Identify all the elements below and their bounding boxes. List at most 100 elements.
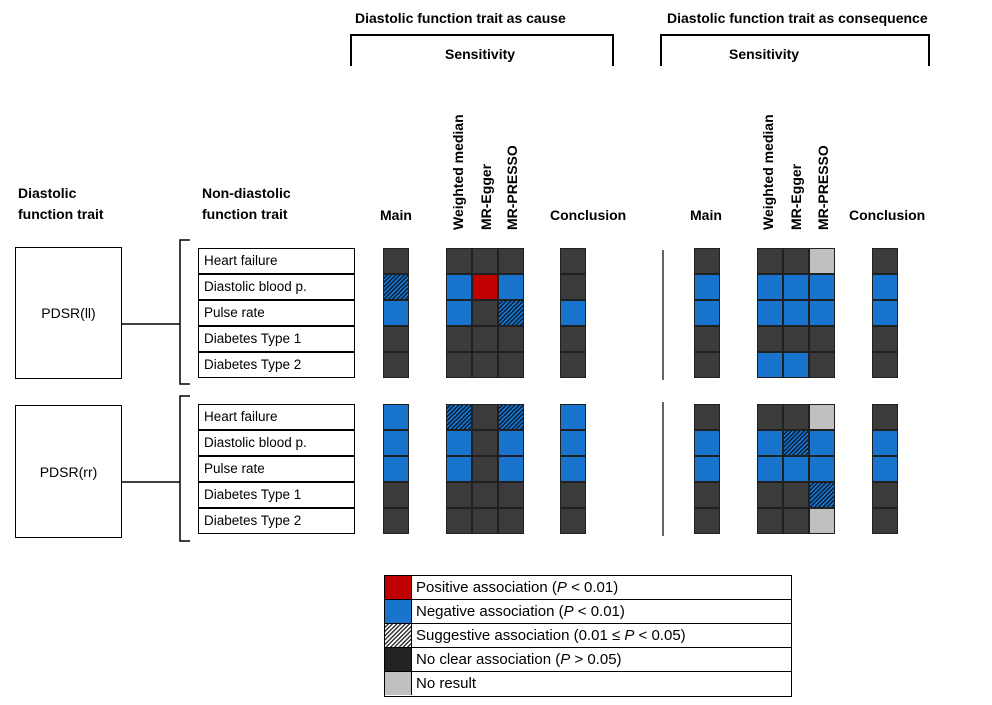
- legend-item-nores: No result: [385, 672, 791, 696]
- legend-item-neg: Negative association (P < 0.01): [385, 600, 791, 624]
- cell-cause-4: [560, 508, 586, 534]
- nondiastolic-trait-header: Non-diastolic function trait: [202, 185, 291, 222]
- cell-cause-2: [472, 430, 498, 456]
- cell-consequence-4: [872, 404, 898, 430]
- legend-label: Positive association (P < 0.01): [416, 579, 619, 596]
- cell-cause-3: [498, 326, 524, 352]
- col-conclusion-cause: Conclusion: [550, 207, 627, 223]
- cell-cause-0: [383, 326, 409, 352]
- cell-cause-1: [446, 482, 472, 508]
- cell-consequence-2: [783, 482, 809, 508]
- cell-consequence-1: [757, 456, 783, 482]
- cell-consequence-0: [694, 430, 720, 456]
- cell-consequence-3: [809, 430, 835, 456]
- cell-consequence-3: [809, 352, 835, 378]
- cell-cause-2: [472, 352, 498, 378]
- col-mr-presso-consequence: MR-PRESSO: [815, 145, 831, 230]
- cell-consequence-2: [783, 248, 809, 274]
- legend-item-none: No clear association (P > 0.05): [385, 648, 791, 672]
- col-weighted-median-cause: Weighted median: [450, 114, 466, 230]
- cell-cause-3: [498, 300, 524, 326]
- cell-consequence-1: [757, 430, 783, 456]
- legend-item-sug: Suggestive association (0.01 ≤ P < 0.05): [385, 624, 791, 648]
- cell-consequence-1: [757, 352, 783, 378]
- cell-cause-1: [446, 404, 472, 430]
- cell-consequence-4: [872, 326, 898, 352]
- col-main-cause: Main: [380, 207, 412, 223]
- cell-cause-1: [446, 248, 472, 274]
- cell-consequence-3: [809, 300, 835, 326]
- legend: Positive association (P < 0.01) Negative …: [384, 575, 792, 697]
- cell-cause-0: [383, 456, 409, 482]
- cell-consequence-1: [757, 404, 783, 430]
- cell-cause-3: [498, 274, 524, 300]
- cell-cause-4: [560, 352, 586, 378]
- cell-cause-3: [498, 404, 524, 430]
- cell-cause-4: [560, 274, 586, 300]
- outcome-label: Diabetes Type 2: [198, 352, 355, 378]
- cell-cause-3: [498, 482, 524, 508]
- cell-consequence-3: [809, 326, 835, 352]
- cell-cause-4: [560, 404, 586, 430]
- header-brackets: [121, 34, 930, 542]
- col-conclusion-consequence: Conclusion: [849, 207, 926, 223]
- legend-swatch: [385, 672, 412, 695]
- cell-cause-0: [383, 508, 409, 534]
- col-mr-egger-consequence: MR-Egger: [788, 163, 804, 230]
- cell-cause-4: [560, 300, 586, 326]
- col-mr-egger-cause: MR-Egger: [478, 163, 494, 230]
- cell-consequence-1: [757, 508, 783, 534]
- col-weighted-median-consequence: Weighted median: [760, 114, 776, 230]
- cell-cause-2: [472, 508, 498, 534]
- outcome-label: Heart failure: [198, 248, 355, 274]
- cell-consequence-4: [872, 482, 898, 508]
- cell-consequence-0: [694, 326, 720, 352]
- cell-cause-3: [498, 352, 524, 378]
- outcome-label: Diabetes Type 1: [198, 326, 355, 352]
- sensitivity-label-consequence: Sensitivity: [729, 46, 800, 62]
- legend-swatch: [385, 576, 412, 599]
- cell-cause-4: [560, 482, 586, 508]
- cell-cause-0: [383, 430, 409, 456]
- col-main-consequence: Main: [690, 207, 722, 223]
- cell-cause-0: [383, 404, 409, 430]
- cell-cause-1: [446, 326, 472, 352]
- outcome-label: Heart failure: [198, 404, 355, 430]
- cell-cause-2: [472, 248, 498, 274]
- outcome-label: Diabetes Type 1: [198, 482, 355, 508]
- outcome-label: Pulse rate: [198, 300, 355, 326]
- cell-cause-3: [498, 248, 524, 274]
- cell-cause-3: [498, 430, 524, 456]
- cell-cause-2: [472, 404, 498, 430]
- cell-consequence-2: [783, 508, 809, 534]
- trait-box-pdsr-ll: PDSR(ll): [15, 247, 122, 379]
- legend-swatch: [385, 600, 412, 623]
- cause-title: Diastolic function trait as cause: [355, 10, 566, 26]
- cell-consequence-0: [694, 482, 720, 508]
- legend-label: No result: [416, 675, 477, 692]
- cell-consequence-4: [872, 508, 898, 534]
- cell-cause-2: [472, 326, 498, 352]
- cell-consequence-2: [783, 456, 809, 482]
- outcome-label: Diastolic blood p.: [198, 274, 355, 300]
- cell-consequence-0: [694, 456, 720, 482]
- cell-cause-0: [383, 274, 409, 300]
- outcome-label: Pulse rate: [198, 456, 355, 482]
- cell-cause-3: [498, 456, 524, 482]
- cell-consequence-4: [872, 456, 898, 482]
- cell-cause-4: [560, 430, 586, 456]
- legend-label: No clear association (P > 0.05): [416, 651, 622, 668]
- cell-consequence-0: [694, 508, 720, 534]
- cell-consequence-2: [783, 274, 809, 300]
- cell-cause-2: [472, 482, 498, 508]
- cell-cause-2: [472, 274, 498, 300]
- cell-consequence-1: [757, 300, 783, 326]
- cell-consequence-1: [757, 274, 783, 300]
- cell-consequence-0: [694, 404, 720, 430]
- cell-consequence-3: [809, 404, 835, 430]
- cell-consequence-1: [757, 326, 783, 352]
- cell-consequence-3: [809, 482, 835, 508]
- cell-cause-0: [383, 300, 409, 326]
- cell-consequence-0: [694, 274, 720, 300]
- consequence-title: Diastolic function trait as consequence: [667, 10, 928, 26]
